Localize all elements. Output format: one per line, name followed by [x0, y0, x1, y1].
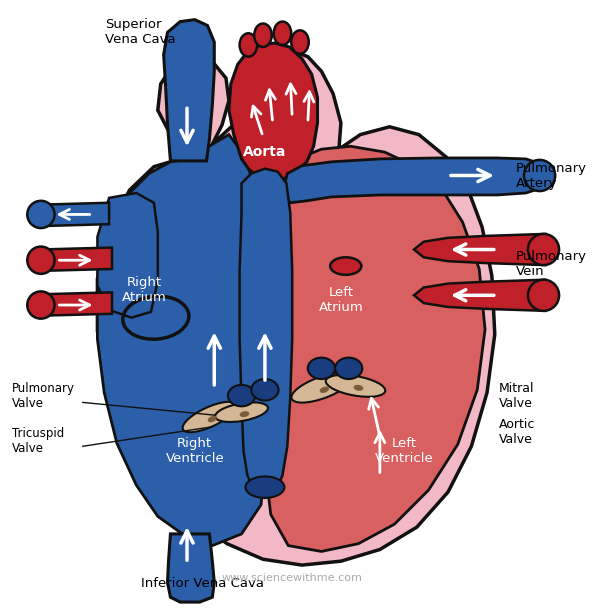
Polygon shape — [414, 234, 545, 265]
Text: Right
Ventricle: Right Ventricle — [166, 437, 224, 465]
Ellipse shape — [239, 411, 249, 417]
Ellipse shape — [254, 23, 272, 47]
Text: Inferior Vena Cava: Inferior Vena Cava — [141, 577, 264, 591]
Text: Pulmonary
Vein: Pulmonary Vein — [516, 250, 587, 277]
Text: Left
Atrium: Left Atrium — [319, 286, 363, 313]
Polygon shape — [167, 534, 214, 602]
Polygon shape — [39, 293, 112, 316]
Ellipse shape — [353, 385, 363, 391]
Polygon shape — [229, 43, 317, 181]
Text: Left
Ventricle: Left Ventricle — [375, 437, 434, 465]
Circle shape — [27, 291, 55, 319]
Text: Aorta: Aorta — [243, 145, 287, 159]
Polygon shape — [265, 146, 485, 551]
Polygon shape — [414, 280, 545, 311]
Circle shape — [528, 280, 559, 311]
Circle shape — [27, 201, 55, 228]
Ellipse shape — [335, 357, 362, 379]
Ellipse shape — [308, 357, 335, 379]
Polygon shape — [97, 51, 495, 565]
Ellipse shape — [251, 379, 278, 400]
Text: Mitral
Valve: Mitral Valve — [499, 382, 534, 409]
Ellipse shape — [208, 416, 217, 422]
Ellipse shape — [326, 375, 385, 397]
Circle shape — [524, 160, 555, 191]
Text: Aortic
Valve: Aortic Valve — [499, 417, 535, 446]
Circle shape — [528, 234, 559, 265]
Text: Superior
Vena Cava: Superior Vena Cava — [105, 18, 176, 46]
Polygon shape — [164, 20, 214, 161]
Text: Right
Atrium: Right Atrium — [122, 277, 167, 304]
Polygon shape — [39, 248, 112, 271]
Ellipse shape — [215, 402, 268, 422]
Text: Tricuspid
Valve: Tricuspid Valve — [11, 427, 64, 455]
Text: Pulmonary
Valve: Pulmonary Valve — [11, 382, 74, 409]
Ellipse shape — [291, 31, 309, 54]
Circle shape — [27, 247, 55, 274]
Ellipse shape — [182, 402, 236, 432]
Polygon shape — [97, 135, 267, 546]
Text: www.sciencewithme.com: www.sciencewithme.com — [222, 573, 362, 583]
Polygon shape — [39, 203, 109, 226]
Polygon shape — [97, 193, 158, 318]
Text: Pulmonary
Artery: Pulmonary Artery — [516, 162, 587, 190]
Ellipse shape — [239, 33, 257, 57]
Polygon shape — [283, 158, 541, 203]
Ellipse shape — [228, 385, 255, 406]
Ellipse shape — [274, 21, 291, 45]
Ellipse shape — [292, 373, 352, 403]
Ellipse shape — [320, 387, 329, 393]
Polygon shape — [239, 169, 292, 498]
Ellipse shape — [330, 257, 361, 275]
Ellipse shape — [245, 477, 284, 498]
